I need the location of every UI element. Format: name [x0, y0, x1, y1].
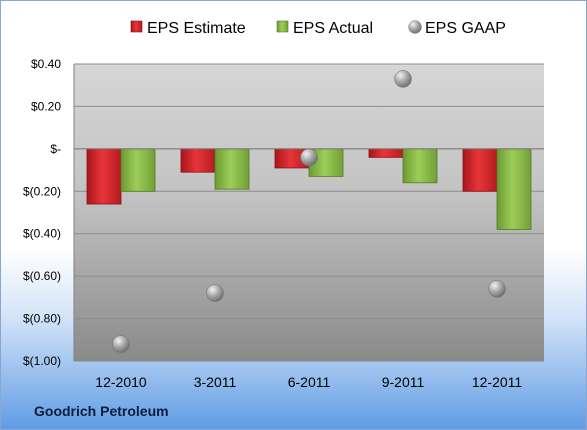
y-tick-label: $0.40 — [31, 57, 61, 71]
eps-gaap-marker — [112, 335, 130, 353]
bars — [86, 148, 532, 230]
legend-label: EPS GAAP — [425, 20, 506, 37]
x-tick-label: 12-2010 — [95, 374, 147, 390]
eps-actual-bar — [214, 148, 250, 190]
legend-gaap-swatch — [408, 20, 422, 34]
y-tick-label: $- — [50, 142, 61, 156]
y-axis: $0.40 $0.20 $- $(0.20) $(0.40) $(0.60) $(0.80)… — [23, 57, 75, 368]
eps-actual-bar — [120, 148, 156, 192]
legend-label: EPS Estimate — [147, 20, 246, 37]
y-tick-label: $(0.40) — [23, 227, 61, 241]
eps-estimate-bar — [462, 148, 498, 192]
legend-label: EPS Actual — [293, 20, 373, 37]
y-tick-label: $(0.20) — [23, 184, 61, 198]
legend-estimate-swatch — [130, 20, 143, 33]
eps-actual-bar — [496, 148, 532, 230]
eps-actual-bar — [402, 148, 438, 184]
eps-estimate-bar — [368, 148, 404, 158]
eps-gaap-marker — [394, 70, 412, 88]
y-tick-label: $(0.80) — [23, 312, 61, 326]
x-tick-label: 12-2011 — [472, 374, 523, 390]
x-tick-label: 6-2011 — [288, 374, 331, 390]
legend-actual-swatch — [276, 20, 289, 33]
x-tick-label: 9-2011 — [382, 374, 425, 390]
y-tick-label: $(0.60) — [23, 269, 61, 283]
eps-gaap-marker — [300, 148, 318, 167]
eps-gaap-marker — [206, 284, 224, 302]
x-axis: 12-2010 3-2011 6-2011 9-2011 12-2011 — [74, 148, 544, 390]
legend: EPS Estimate EPS Actual EPS GAAP — [130, 20, 506, 37]
eps-estimate-bar — [180, 148, 216, 173]
eps-gaap-marker — [488, 280, 506, 298]
plot-area — [74, 64, 544, 361]
y-tick-label: $0.20 — [31, 99, 61, 113]
eps-estimate-bar — [86, 148, 122, 205]
eps-chart: $0.40 $0.20 $- $(0.20) $(0.40) $(0.60) $(0.80)… — [23, 20, 544, 390]
gaap-markers — [112, 70, 506, 353]
company-name: Goodrich Petroleum — [34, 403, 169, 419]
y-tick-label: $(1.00) — [23, 354, 61, 368]
x-tick-label: 3-2011 — [194, 374, 237, 390]
